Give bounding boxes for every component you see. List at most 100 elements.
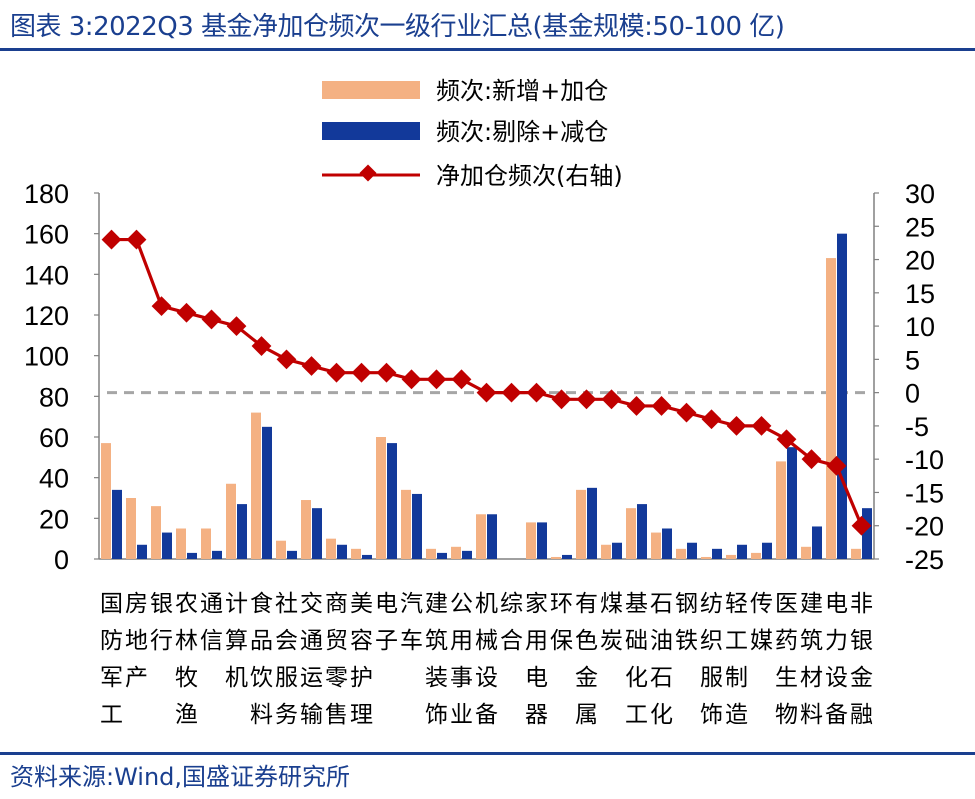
bar-removed — [787, 447, 797, 559]
category-label: 公 — [450, 591, 473, 617]
net-point — [226, 316, 247, 336]
bar-added — [226, 483, 236, 559]
right-tick-label: 0 — [905, 379, 920, 409]
left-tick-label: 80 — [39, 382, 69, 412]
legend-label-2: 净加仓频次(右轴) — [436, 162, 623, 190]
net-point — [126, 229, 147, 250]
category-label: 轻 — [725, 591, 748, 617]
right-tick-label: 10 — [905, 312, 935, 342]
bar-added — [576, 489, 586, 559]
category-label: 生 — [775, 665, 798, 691]
category-label: 建 — [800, 591, 823, 617]
category-label: 通 — [300, 628, 323, 654]
bar-added — [376, 437, 386, 559]
bar-removed — [362, 554, 372, 559]
bar-added — [851, 548, 861, 559]
net-point — [426, 369, 447, 390]
category-label: 备 — [475, 702, 498, 728]
net-point — [526, 382, 547, 403]
category-label: 传 — [750, 591, 773, 617]
bar-removed — [237, 504, 247, 559]
category-label: 算 — [225, 628, 248, 654]
bar-added — [201, 528, 211, 559]
bar-removed — [587, 487, 597, 559]
category-label: 零 — [325, 665, 348, 691]
category-label: 综 — [500, 591, 523, 617]
bar-removed — [212, 550, 222, 559]
category-label: 金 — [850, 665, 873, 691]
net-point — [601, 389, 622, 410]
category-label: 输 — [300, 702, 323, 728]
net-point — [701, 409, 722, 430]
bar-removed — [762, 542, 772, 559]
bar-added — [476, 514, 486, 559]
bar-removed — [412, 493, 422, 559]
net-point — [401, 369, 422, 390]
bar-added — [276, 540, 286, 559]
category-label: 设 — [475, 665, 498, 691]
chart-canvas: 频次:新增+加仓频次:剔除+减仓净加仓频次(右轴)020406080100120… — [24, 77, 944, 728]
bar-removed — [137, 544, 147, 559]
bar-added — [176, 528, 186, 559]
bar-removed — [162, 532, 172, 559]
category-label: 纺 — [700, 591, 723, 617]
category-label: 银 — [850, 628, 873, 654]
bar-added — [726, 554, 736, 559]
bar-removed — [337, 544, 347, 559]
category-label: 饮 — [250, 665, 273, 691]
bar-removed — [262, 426, 272, 559]
category-label: 石 — [650, 665, 673, 691]
bar-added — [651, 532, 661, 559]
category-label: 行 — [150, 628, 173, 654]
category-label: 汽 — [400, 591, 423, 617]
right-tick-label: 30 — [905, 179, 935, 209]
category-label: 防 — [100, 628, 123, 654]
bar-removed — [187, 552, 197, 559]
bar-added — [701, 556, 711, 559]
category-label: 煤 — [600, 591, 623, 617]
category-label: 银 — [150, 591, 173, 617]
category-label: 农 — [175, 591, 198, 617]
category-label: 饰 — [700, 702, 723, 728]
category-label: 务 — [275, 702, 298, 728]
category-label: 铁 — [675, 628, 698, 654]
net-point — [376, 362, 397, 383]
category-label: 装 — [425, 665, 448, 691]
category-label: 理 — [350, 702, 373, 728]
category-label: 属 — [575, 702, 598, 728]
category-label: 业 — [450, 702, 473, 728]
category-label: 物 — [775, 702, 798, 728]
bar-removed — [287, 550, 297, 559]
bar-removed — [687, 542, 697, 559]
bar-removed — [612, 542, 622, 559]
net-point — [851, 515, 872, 536]
category-label: 油 — [650, 628, 673, 654]
net-point — [776, 429, 797, 450]
category-label: 化 — [625, 665, 648, 691]
right-tick-label: -20 — [905, 512, 944, 542]
category-label: 药 — [775, 628, 798, 654]
bar-removed — [837, 233, 847, 559]
category-label: 融 — [850, 702, 873, 728]
legend-swatch-added — [322, 81, 420, 99]
net-point — [276, 349, 297, 370]
category-label: 础 — [625, 628, 648, 654]
category-label: 石 — [650, 591, 673, 617]
category-label: 售 — [325, 702, 348, 728]
net-point — [751, 416, 772, 436]
category-label: 牧 — [175, 665, 198, 691]
left-tick-label: 160 — [24, 220, 69, 250]
category-label: 车 — [400, 628, 423, 654]
category-label: 机 — [475, 591, 498, 617]
category-label: 用 — [525, 628, 548, 654]
category-label: 非 — [850, 591, 873, 617]
category-label: 织 — [700, 628, 723, 654]
bar-added — [776, 461, 786, 559]
left-tick-label: 180 — [24, 179, 69, 209]
category-label: 信 — [200, 628, 223, 654]
bar-added — [826, 258, 836, 559]
left-tick-label: 20 — [39, 504, 69, 534]
left-tick-label: 60 — [39, 423, 69, 453]
category-label: 产 — [125, 665, 148, 691]
category-label: 电 — [525, 665, 548, 691]
